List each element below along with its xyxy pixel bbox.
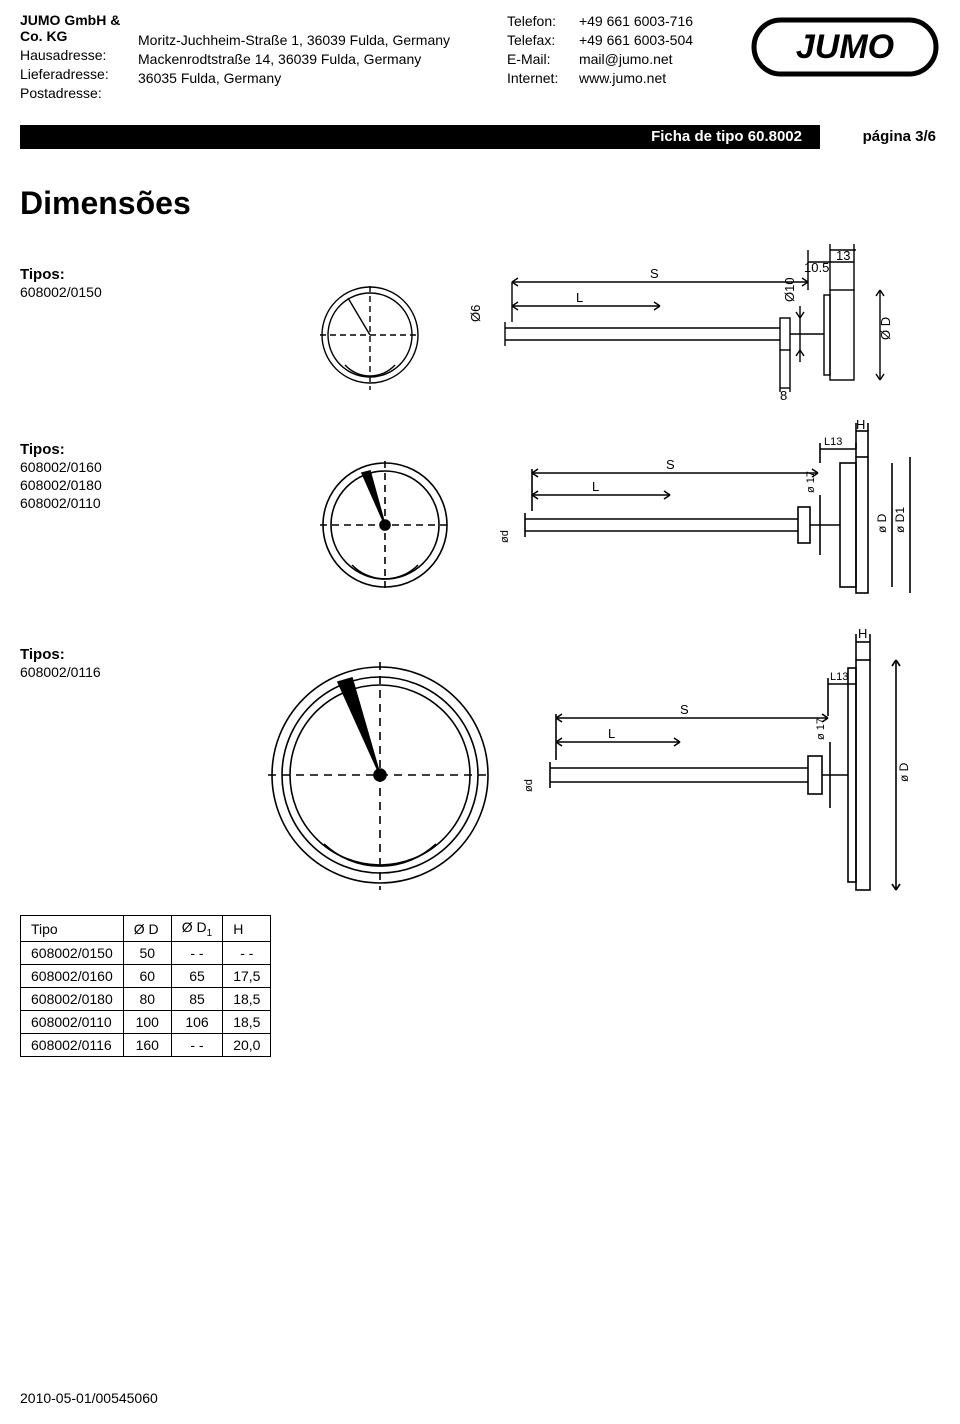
dim3-h: H xyxy=(858,626,867,641)
table-header-row: Tipo Ø D Ø D1 H xyxy=(21,915,271,942)
page-number: página 3/6 xyxy=(863,128,936,145)
dim3-d: ø D xyxy=(897,762,911,782)
dim3-l: L xyxy=(608,726,615,741)
contact-label-0: Telefon: xyxy=(507,12,579,31)
header: JUMO GmbH & Co. KG Hausadresse: Lieferad… xyxy=(20,12,940,103)
tipos-code-2-2: 608002/0110 xyxy=(20,494,160,512)
tipos-code-3-0: 608002/0116 xyxy=(20,663,160,681)
tipos-code-2-1: 608002/0180 xyxy=(20,476,160,494)
dim2-s: S xyxy=(666,457,675,472)
dim-d10: Ø10 xyxy=(782,277,797,302)
tipos-code-2-0: 608002/0160 xyxy=(20,458,160,476)
contact-label-1: Telefax: xyxy=(507,31,579,50)
diagram-group-3: Tipos: 608002/0116 xyxy=(20,620,940,903)
dim2-dd: ød xyxy=(499,530,511,543)
addr-label-1: Lieferadresse: xyxy=(20,65,138,84)
dim-13: 13 xyxy=(836,248,850,263)
footer-doc-id: 2010-05-01/00545060 xyxy=(20,1390,158,1406)
company-name: JUMO GmbH & Co. KG xyxy=(20,12,138,44)
dimensions-table: Tipo Ø D Ø D1 H 608002/0150 50 - - - - 6… xyxy=(20,915,271,1058)
dim-l: L xyxy=(576,290,583,305)
contact-block: Telefon: Telefax: E-Mail: Internet: +49 … xyxy=(507,12,693,88)
dim-10-5: 10.5 xyxy=(804,260,829,275)
diagram-3: S L H L13 ø 17 ø D ød xyxy=(260,620,940,900)
section-title: Dimensões xyxy=(20,185,940,222)
address-block: JUMO GmbH & Co. KG Hausadresse: Lieferad… xyxy=(20,12,450,103)
addr-val-2: 36035 Fulda, Germany xyxy=(138,69,450,88)
dim3-l13: L13 xyxy=(830,671,848,683)
dim3-17: ø 17 xyxy=(815,718,827,740)
contact-val-0: +49 661 6003-716 xyxy=(579,12,693,31)
dim-dd: Ø D xyxy=(878,317,893,340)
addr-label-0: Hausadresse: xyxy=(20,46,138,65)
dim2-h: H xyxy=(856,417,865,432)
tipos-label-2: Tipos: xyxy=(20,441,160,458)
contact-val-3: www.jumo.net xyxy=(579,69,693,88)
table-row: 608002/0160 60 65 17,5 xyxy=(21,965,271,988)
dim-s: S xyxy=(650,266,659,281)
table-row: 608002/0110 100 106 18,5 xyxy=(21,1011,271,1034)
diagram-group-1: Tipos: 608002/0150 xyxy=(20,240,940,403)
addr-val-0: Moritz-Juchheim-Straße 1, 36039 Fulda, G… xyxy=(138,31,450,50)
addr-label-2: Postadresse: xyxy=(20,84,138,103)
contact-val-1: +49 661 6003-504 xyxy=(579,31,693,50)
dim2-d: ø D xyxy=(875,513,889,533)
tipos-code-1-0: 608002/0150 xyxy=(20,283,160,301)
contact-label-2: E-Mail: xyxy=(507,50,579,69)
th-tipo: Tipo xyxy=(21,915,124,942)
table-row: 608002/0150 50 - - - - xyxy=(21,942,271,965)
table-row: 608002/0180 80 85 18,5 xyxy=(21,988,271,1011)
th-h: H xyxy=(223,915,271,942)
doc-ref: Ficha de tipo 60.8002 xyxy=(651,128,802,145)
jumo-logo: JUMO xyxy=(750,12,940,78)
diagram-2: S L H L13 ø 17 ø D ø D1 ød xyxy=(300,415,940,605)
header-bar: Ficha de tipo 60.8002 página 3/6 xyxy=(20,125,940,149)
tipos-label-1: Tipos: xyxy=(20,266,160,283)
svg-text:JUMO: JUMO xyxy=(796,28,894,66)
contact-val-2: mail@jumo.net xyxy=(579,50,693,69)
dim3-dd: ød xyxy=(523,779,535,792)
diagram-group-2: Tipos: 608002/0160 608002/0180 608002/01… xyxy=(20,415,940,608)
tipos-label-3: Tipos: xyxy=(20,646,160,663)
dim-d6: Ø6 xyxy=(468,304,483,321)
addr-val-1: Mackenrodtstraße 14, 36039 Fulda, German… xyxy=(138,50,450,69)
dim2-17: ø 17 xyxy=(805,471,817,493)
dim3-s: S xyxy=(680,702,689,717)
dim-8: 8 xyxy=(780,388,787,400)
dim2-l: L xyxy=(592,479,599,494)
diagram-1: S L Ø6 Ø10 Ø D 10.5 13 8 xyxy=(300,240,940,400)
contact-label-3: Internet: xyxy=(507,69,579,88)
th-d1: Ø D1 xyxy=(171,915,222,942)
dim2-l13: L13 xyxy=(824,436,842,448)
table-row: 608002/0116 160 - - 20,0 xyxy=(21,1034,271,1057)
dim2-d1: ø D1 xyxy=(893,506,907,532)
th-d: Ø D xyxy=(123,915,171,942)
